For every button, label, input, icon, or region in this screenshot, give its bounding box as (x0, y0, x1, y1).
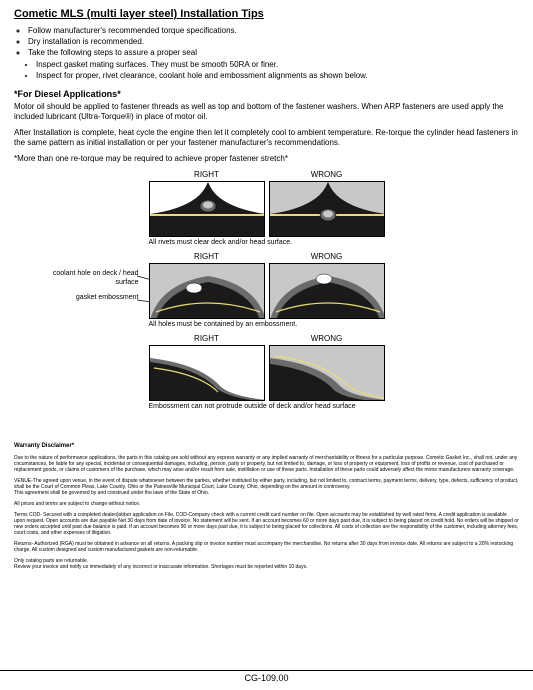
disclaimer-2: VENUE-The agreed upon venue, in the even… (14, 478, 519, 496)
label-wrong-2: WRONG (311, 252, 343, 262)
panel-emboss-right (149, 263, 265, 319)
paragraph-1: Motor oil should be applied to fastener … (14, 102, 519, 122)
caption-1: All rivets must clear deck and/or head s… (149, 239, 385, 248)
label-right-3: RIGHT (194, 334, 219, 344)
caption-2: All holes must be contained by an emboss… (149, 321, 385, 330)
disclaimer-heading: Warranty Disclaimer* (14, 443, 519, 451)
annotation-embossment: gasket embossment (39, 294, 139, 303)
caption-3: Embossment can not protrude outside of d… (149, 403, 385, 412)
disclaimer-5: Returns- Authorized (RGA) must be obtain… (14, 541, 519, 553)
label-wrong: WRONG (311, 170, 343, 180)
panel-rivet-right (149, 181, 265, 237)
panel-protrude-right (149, 345, 265, 401)
paragraph-2: After Installation is complete, heat cyc… (14, 128, 519, 148)
annotation-coolant-hole: coolant hole on deck / head surface (39, 270, 139, 288)
bullet-1: Follow manufacturer's recommended torque… (28, 26, 519, 36)
bullet-2: Dry installation is recommended. (28, 37, 519, 47)
sub-bullet-1: Inspect gasket mating surfaces. They mus… (36, 60, 519, 70)
label-right: RIGHT (194, 170, 219, 180)
figure-row-1: RIGHT WRONG (149, 170, 385, 237)
label-right-2: RIGHT (194, 252, 219, 262)
panel-protrude-wrong (269, 345, 385, 401)
figure-column: RIGHT WRONG (149, 170, 385, 415)
label-wrong-3: WRONG (311, 334, 343, 344)
sub-bullet-2: Inspect for proper, rivet clearance, coo… (36, 71, 519, 81)
disclaimer-1: Due to the nature of performance applica… (14, 455, 519, 473)
panel-rivet-wrong (269, 181, 385, 237)
main-bullets: Follow manufacturer's recommended torque… (14, 26, 519, 58)
disclaimer-3: All prices and terms are subject to chan… (14, 501, 519, 507)
paragraph-3: *More than one re-torque may be required… (14, 154, 519, 164)
page-title: Cometic MLS (multi layer steel) Installa… (14, 8, 519, 22)
figure-row-3: RIGHT WRONG (149, 334, 385, 401)
diesel-heading: *For Diesel Applications* (14, 89, 519, 100)
sub-bullets: Inspect gasket mating surfaces. They mus… (14, 60, 519, 81)
bullet-3: Take the following steps to assure a pro… (28, 48, 519, 58)
figure-row-2: RIGHT WRONG (149, 252, 385, 319)
disclaimer-6: Only catalog parts are returnable. Revie… (14, 558, 519, 570)
disclaimer-4: Terms COD- Secured with a completed deal… (14, 512, 519, 536)
panel-emboss-wrong (269, 263, 385, 319)
page-footer: CG-109.00 (0, 670, 533, 684)
